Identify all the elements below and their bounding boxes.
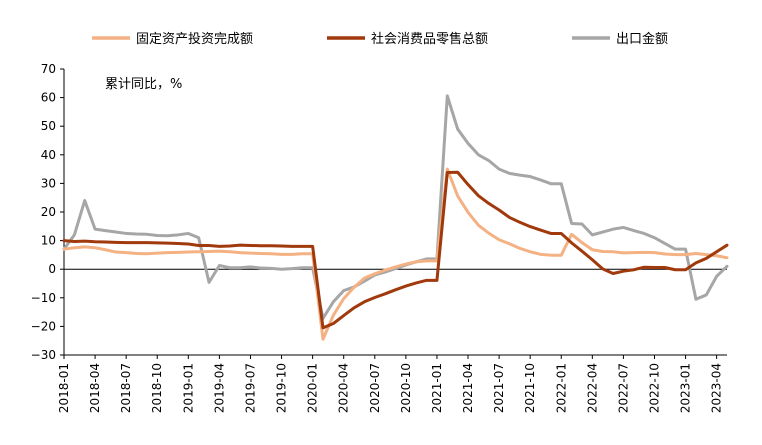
y-tick-label: 40 xyxy=(41,148,56,162)
legend-label: 出口金额 xyxy=(616,31,668,47)
legend: 固定资产投资完成额 社会消费品零售总额 出口金额 xyxy=(92,31,668,47)
x-tick-label: 2021-04 xyxy=(461,363,475,413)
legend-label: 固定资产投资完成额 xyxy=(136,31,253,47)
series-line-2 xyxy=(62,170,729,330)
series-line-3 xyxy=(62,94,729,320)
unit-label: 累计同比，% xyxy=(105,77,182,92)
x-tick-label: 2021-10 xyxy=(523,363,537,413)
series-layer xyxy=(62,94,729,341)
y-tick-label: 70 xyxy=(41,62,56,76)
y-tick-label: 0 xyxy=(48,262,56,276)
x-tick-label: 2021-07 xyxy=(492,363,506,413)
x-tick-label: 2020-01 xyxy=(306,363,320,413)
x-tick-label: 2020-04 xyxy=(337,363,351,413)
x-tick-label: 2019-01 xyxy=(181,363,195,413)
series-line-1 xyxy=(62,167,729,341)
x-tick-label: 2019-07 xyxy=(243,363,257,413)
y-tick-label: 60 xyxy=(41,91,56,105)
legend-label: 社会消费品零售总额 xyxy=(371,31,488,47)
x-tick-label: 2018-07 xyxy=(119,363,133,413)
x-tick-label: 2020-10 xyxy=(399,363,413,413)
y-tick-label: 10 xyxy=(41,234,56,248)
y-tick-label: −30 xyxy=(31,348,56,362)
x-tick-label: 2022-10 xyxy=(647,363,661,413)
x-tick-label: 2019-04 xyxy=(212,363,226,413)
y-tick-label: −10 xyxy=(31,291,56,305)
x-tick-label: 2018-01 xyxy=(57,363,71,413)
x-tick-label: 2018-10 xyxy=(150,363,164,413)
y-tick-label: 50 xyxy=(41,119,56,133)
x-tick-label: 2019-10 xyxy=(275,363,289,413)
x-tick-label: 2018-04 xyxy=(88,363,102,413)
x-tick-label: 2023-01 xyxy=(679,363,693,413)
x-tick-label: 2022-07 xyxy=(616,363,630,413)
y-tick-label: −20 xyxy=(31,319,56,333)
y-tick-label: 20 xyxy=(41,205,56,219)
x-tick-label: 2021-01 xyxy=(430,363,444,413)
x-tick-label: 2022-04 xyxy=(585,363,599,413)
y-tick-label: 30 xyxy=(41,176,56,190)
x-tick-label: 2022-01 xyxy=(554,363,568,413)
x-tick-label: 2020-07 xyxy=(368,363,382,413)
x-tick-label: 2023-04 xyxy=(710,363,724,413)
